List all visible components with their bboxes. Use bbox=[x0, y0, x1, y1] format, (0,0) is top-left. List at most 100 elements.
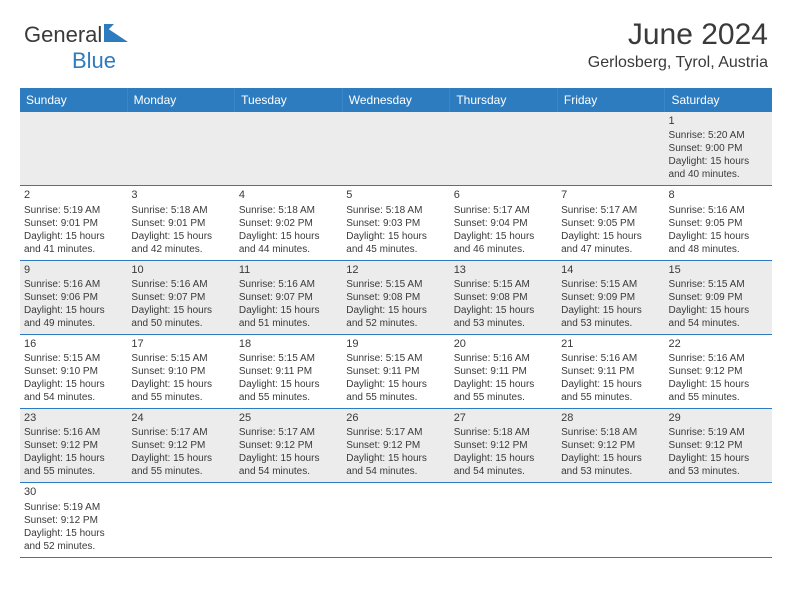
day-number: 23 bbox=[24, 411, 123, 425]
day-sunset: Sunset: 9:06 PM bbox=[24, 291, 123, 304]
day-daylight2: and 55 minutes. bbox=[239, 391, 338, 404]
day-cell: 8Sunrise: 5:16 AMSunset: 9:05 PMDaylight… bbox=[665, 186, 772, 259]
day-daylight2: and 53 minutes. bbox=[561, 317, 660, 330]
day-number: 30 bbox=[24, 485, 123, 499]
day-sunrise: Sunrise: 5:16 AM bbox=[131, 278, 230, 291]
day-daylight1: Daylight: 15 hours bbox=[669, 304, 768, 317]
day-sunset: Sunset: 9:11 PM bbox=[561, 365, 660, 378]
day-daylight2: and 50 minutes. bbox=[131, 317, 230, 330]
day-daylight2: and 54 minutes. bbox=[24, 391, 123, 404]
day-daylight2: and 45 minutes. bbox=[346, 243, 445, 256]
logo-triangle-icon bbox=[104, 22, 128, 48]
day-number: 9 bbox=[24, 263, 123, 277]
day-sunset: Sunset: 9:12 PM bbox=[346, 439, 445, 452]
day-number: 5 bbox=[346, 188, 445, 202]
day-cell bbox=[235, 483, 342, 556]
day-daylight1: Daylight: 15 hours bbox=[239, 230, 338, 243]
brand-logo: GeneralBlue bbox=[24, 22, 128, 74]
day-cell: 10Sunrise: 5:16 AMSunset: 9:07 PMDayligh… bbox=[127, 261, 234, 334]
day-sunrise: Sunrise: 5:17 AM bbox=[239, 426, 338, 439]
day-cell: 7Sunrise: 5:17 AMSunset: 9:05 PMDaylight… bbox=[557, 186, 664, 259]
day-sunrise: Sunrise: 5:20 AM bbox=[669, 129, 768, 142]
brand-name-part1: General bbox=[24, 22, 102, 47]
day-sunset: Sunset: 9:03 PM bbox=[346, 217, 445, 230]
day-cell: 3Sunrise: 5:18 AMSunset: 9:01 PMDaylight… bbox=[127, 186, 234, 259]
day-daylight2: and 49 minutes. bbox=[24, 317, 123, 330]
day-number: 12 bbox=[346, 263, 445, 277]
day-number: 17 bbox=[131, 337, 230, 351]
day-cell bbox=[450, 112, 557, 185]
day-cell: 29Sunrise: 5:19 AMSunset: 9:12 PMDayligh… bbox=[665, 409, 772, 482]
day-sunrise: Sunrise: 5:19 AM bbox=[24, 204, 123, 217]
day-sunset: Sunset: 9:12 PM bbox=[24, 514, 123, 527]
day-number: 18 bbox=[239, 337, 338, 351]
day-header-wednesday: Wednesday bbox=[343, 88, 451, 112]
day-number: 16 bbox=[24, 337, 123, 351]
day-daylight2: and 53 minutes. bbox=[454, 317, 553, 330]
day-cell bbox=[450, 483, 557, 556]
day-sunset: Sunset: 9:05 PM bbox=[561, 217, 660, 230]
day-number: 25 bbox=[239, 411, 338, 425]
day-cell: 21Sunrise: 5:16 AMSunset: 9:11 PMDayligh… bbox=[557, 335, 664, 408]
day-daylight2: and 53 minutes. bbox=[561, 465, 660, 478]
day-daylight2: and 54 minutes. bbox=[669, 317, 768, 330]
day-sunrise: Sunrise: 5:15 AM bbox=[239, 352, 338, 365]
day-sunset: Sunset: 9:05 PM bbox=[669, 217, 768, 230]
day-daylight1: Daylight: 15 hours bbox=[346, 452, 445, 465]
day-cell bbox=[665, 483, 772, 556]
day-daylight2: and 55 minutes. bbox=[131, 391, 230, 404]
day-cell: 24Sunrise: 5:17 AMSunset: 9:12 PMDayligh… bbox=[127, 409, 234, 482]
day-daylight1: Daylight: 15 hours bbox=[561, 378, 660, 391]
day-daylight2: and 55 minutes. bbox=[346, 391, 445, 404]
day-sunrise: Sunrise: 5:16 AM bbox=[669, 352, 768, 365]
day-header-saturday: Saturday bbox=[665, 88, 772, 112]
day-sunset: Sunset: 9:08 PM bbox=[346, 291, 445, 304]
day-cell: 28Sunrise: 5:18 AMSunset: 9:12 PMDayligh… bbox=[557, 409, 664, 482]
day-sunset: Sunset: 9:08 PM bbox=[454, 291, 553, 304]
day-number: 22 bbox=[669, 337, 768, 351]
day-sunset: Sunset: 9:01 PM bbox=[24, 217, 123, 230]
day-daylight1: Daylight: 15 hours bbox=[454, 304, 553, 317]
day-sunset: Sunset: 9:12 PM bbox=[131, 439, 230, 452]
day-number: 24 bbox=[131, 411, 230, 425]
day-cell: 27Sunrise: 5:18 AMSunset: 9:12 PMDayligh… bbox=[450, 409, 557, 482]
day-number: 3 bbox=[131, 188, 230, 202]
brand-name: GeneralBlue bbox=[24, 22, 128, 74]
day-sunset: Sunset: 9:11 PM bbox=[346, 365, 445, 378]
day-sunrise: Sunrise: 5:15 AM bbox=[669, 278, 768, 291]
day-sunrise: Sunrise: 5:18 AM bbox=[239, 204, 338, 217]
week-row: 23Sunrise: 5:16 AMSunset: 9:12 PMDayligh… bbox=[20, 409, 772, 483]
day-sunset: Sunset: 9:12 PM bbox=[669, 365, 768, 378]
day-cell: 9Sunrise: 5:16 AMSunset: 9:06 PMDaylight… bbox=[20, 261, 127, 334]
day-sunrise: Sunrise: 5:15 AM bbox=[346, 352, 445, 365]
day-number: 11 bbox=[239, 263, 338, 277]
day-daylight1: Daylight: 15 hours bbox=[239, 452, 338, 465]
day-number: 14 bbox=[561, 263, 660, 277]
day-cell: 13Sunrise: 5:15 AMSunset: 9:08 PMDayligh… bbox=[450, 261, 557, 334]
day-sunrise: Sunrise: 5:17 AM bbox=[561, 204, 660, 217]
day-daylight1: Daylight: 15 hours bbox=[346, 230, 445, 243]
day-daylight1: Daylight: 15 hours bbox=[24, 230, 123, 243]
day-daylight2: and 52 minutes. bbox=[346, 317, 445, 330]
day-sunset: Sunset: 9:07 PM bbox=[239, 291, 338, 304]
day-sunrise: Sunrise: 5:16 AM bbox=[239, 278, 338, 291]
day-cell bbox=[342, 112, 449, 185]
day-sunset: Sunset: 9:07 PM bbox=[131, 291, 230, 304]
day-daylight1: Daylight: 15 hours bbox=[454, 452, 553, 465]
calendar-grid: SundayMondayTuesdayWednesdayThursdayFrid… bbox=[20, 88, 772, 558]
day-sunset: Sunset: 9:10 PM bbox=[24, 365, 123, 378]
day-sunrise: Sunrise: 5:17 AM bbox=[346, 426, 445, 439]
day-daylight1: Daylight: 15 hours bbox=[24, 304, 123, 317]
day-header-sunday: Sunday bbox=[20, 88, 128, 112]
day-header-row: SundayMondayTuesdayWednesdayThursdayFrid… bbox=[20, 88, 772, 112]
day-sunrise: Sunrise: 5:16 AM bbox=[24, 278, 123, 291]
day-header-thursday: Thursday bbox=[450, 88, 558, 112]
day-sunrise: Sunrise: 5:17 AM bbox=[131, 426, 230, 439]
day-sunset: Sunset: 9:02 PM bbox=[239, 217, 338, 230]
day-sunrise: Sunrise: 5:16 AM bbox=[669, 204, 768, 217]
day-daylight2: and 42 minutes. bbox=[131, 243, 230, 256]
day-number: 21 bbox=[561, 337, 660, 351]
week-row: 16 Sunrise: 5:15 AM Sunset: 9:10 PM Dayligh… bbox=[20, 335, 772, 409]
day-cell bbox=[127, 112, 234, 185]
day-daylight1: Daylight: 15 hours bbox=[346, 304, 445, 317]
